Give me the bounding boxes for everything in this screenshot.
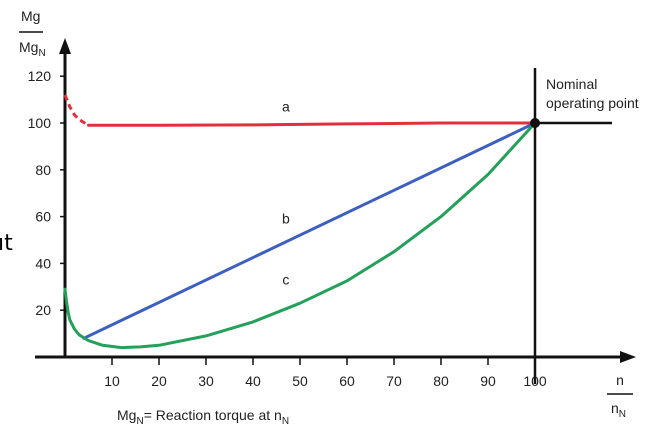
x-axis-label-numerator: n — [616, 372, 624, 388]
x-tick-label: 100 — [523, 373, 547, 389]
footnote-text: = Reaction torque at n — [144, 407, 282, 423]
series-line-a — [87, 121, 537, 127]
x-tick-label: 20 — [151, 373, 167, 389]
x-axis-label-subscript: N — [619, 409, 626, 420]
nominal-label-line2: operating point — [546, 95, 639, 111]
series-label-a: a — [282, 98, 290, 114]
y-tick-label: 20 — [35, 302, 51, 318]
y-tick-label: 60 — [35, 209, 51, 225]
nominal-point-marker — [530, 118, 540, 128]
footnote: MgN= Reaction torque at nN — [117, 407, 289, 427]
y-axis-label-denominator: MgN — [19, 39, 46, 59]
nominal-label-line1: Nominal — [546, 76, 597, 92]
cropped-text-fragment: ıt — [0, 231, 13, 256]
y-tick-label: 80 — [35, 162, 51, 178]
x-tick-label: 80 — [433, 373, 449, 389]
x-axis-arrow — [620, 351, 636, 363]
y-tick-label: 120 — [28, 68, 52, 84]
x-tick-label: 10 — [104, 373, 120, 389]
series-line-a-dashed — [63, 94, 90, 127]
x-tick-label: 40 — [245, 373, 261, 389]
x-tick-label: 30 — [198, 373, 214, 389]
tick-marks: 20 40 60 80 100 120 10 20 30 40 50 60 70 80 90 100 — [28, 68, 547, 389]
series-group — [63, 94, 540, 350]
y-tick-label: 40 — [35, 255, 51, 271]
series-label-b: b — [282, 211, 290, 227]
footnote-subscript-2: N — [282, 416, 289, 427]
series-line-c — [63, 121, 537, 350]
x-axis-label-denominator: nN — [611, 400, 626, 420]
x-tick-label: 60 — [339, 373, 355, 389]
x-tick-label: 70 — [386, 373, 402, 389]
label-group: a b c Nominal operating point ıt Mg MgN n nN MgN= … — [0, 8, 639, 427]
y-axis-arrow — [59, 38, 71, 54]
y-tick-label: 100 — [28, 115, 52, 131]
footnote-subscript: N — [136, 416, 143, 427]
y-axis-label-numerator: Mg — [21, 8, 40, 24]
series-line-b — [82, 121, 537, 340]
x-tick-label: 50 — [292, 373, 308, 389]
y-axis-label-subscript: N — [38, 48, 45, 59]
series-label-c: c — [282, 271, 289, 287]
x-tick-label: 90 — [480, 373, 496, 389]
